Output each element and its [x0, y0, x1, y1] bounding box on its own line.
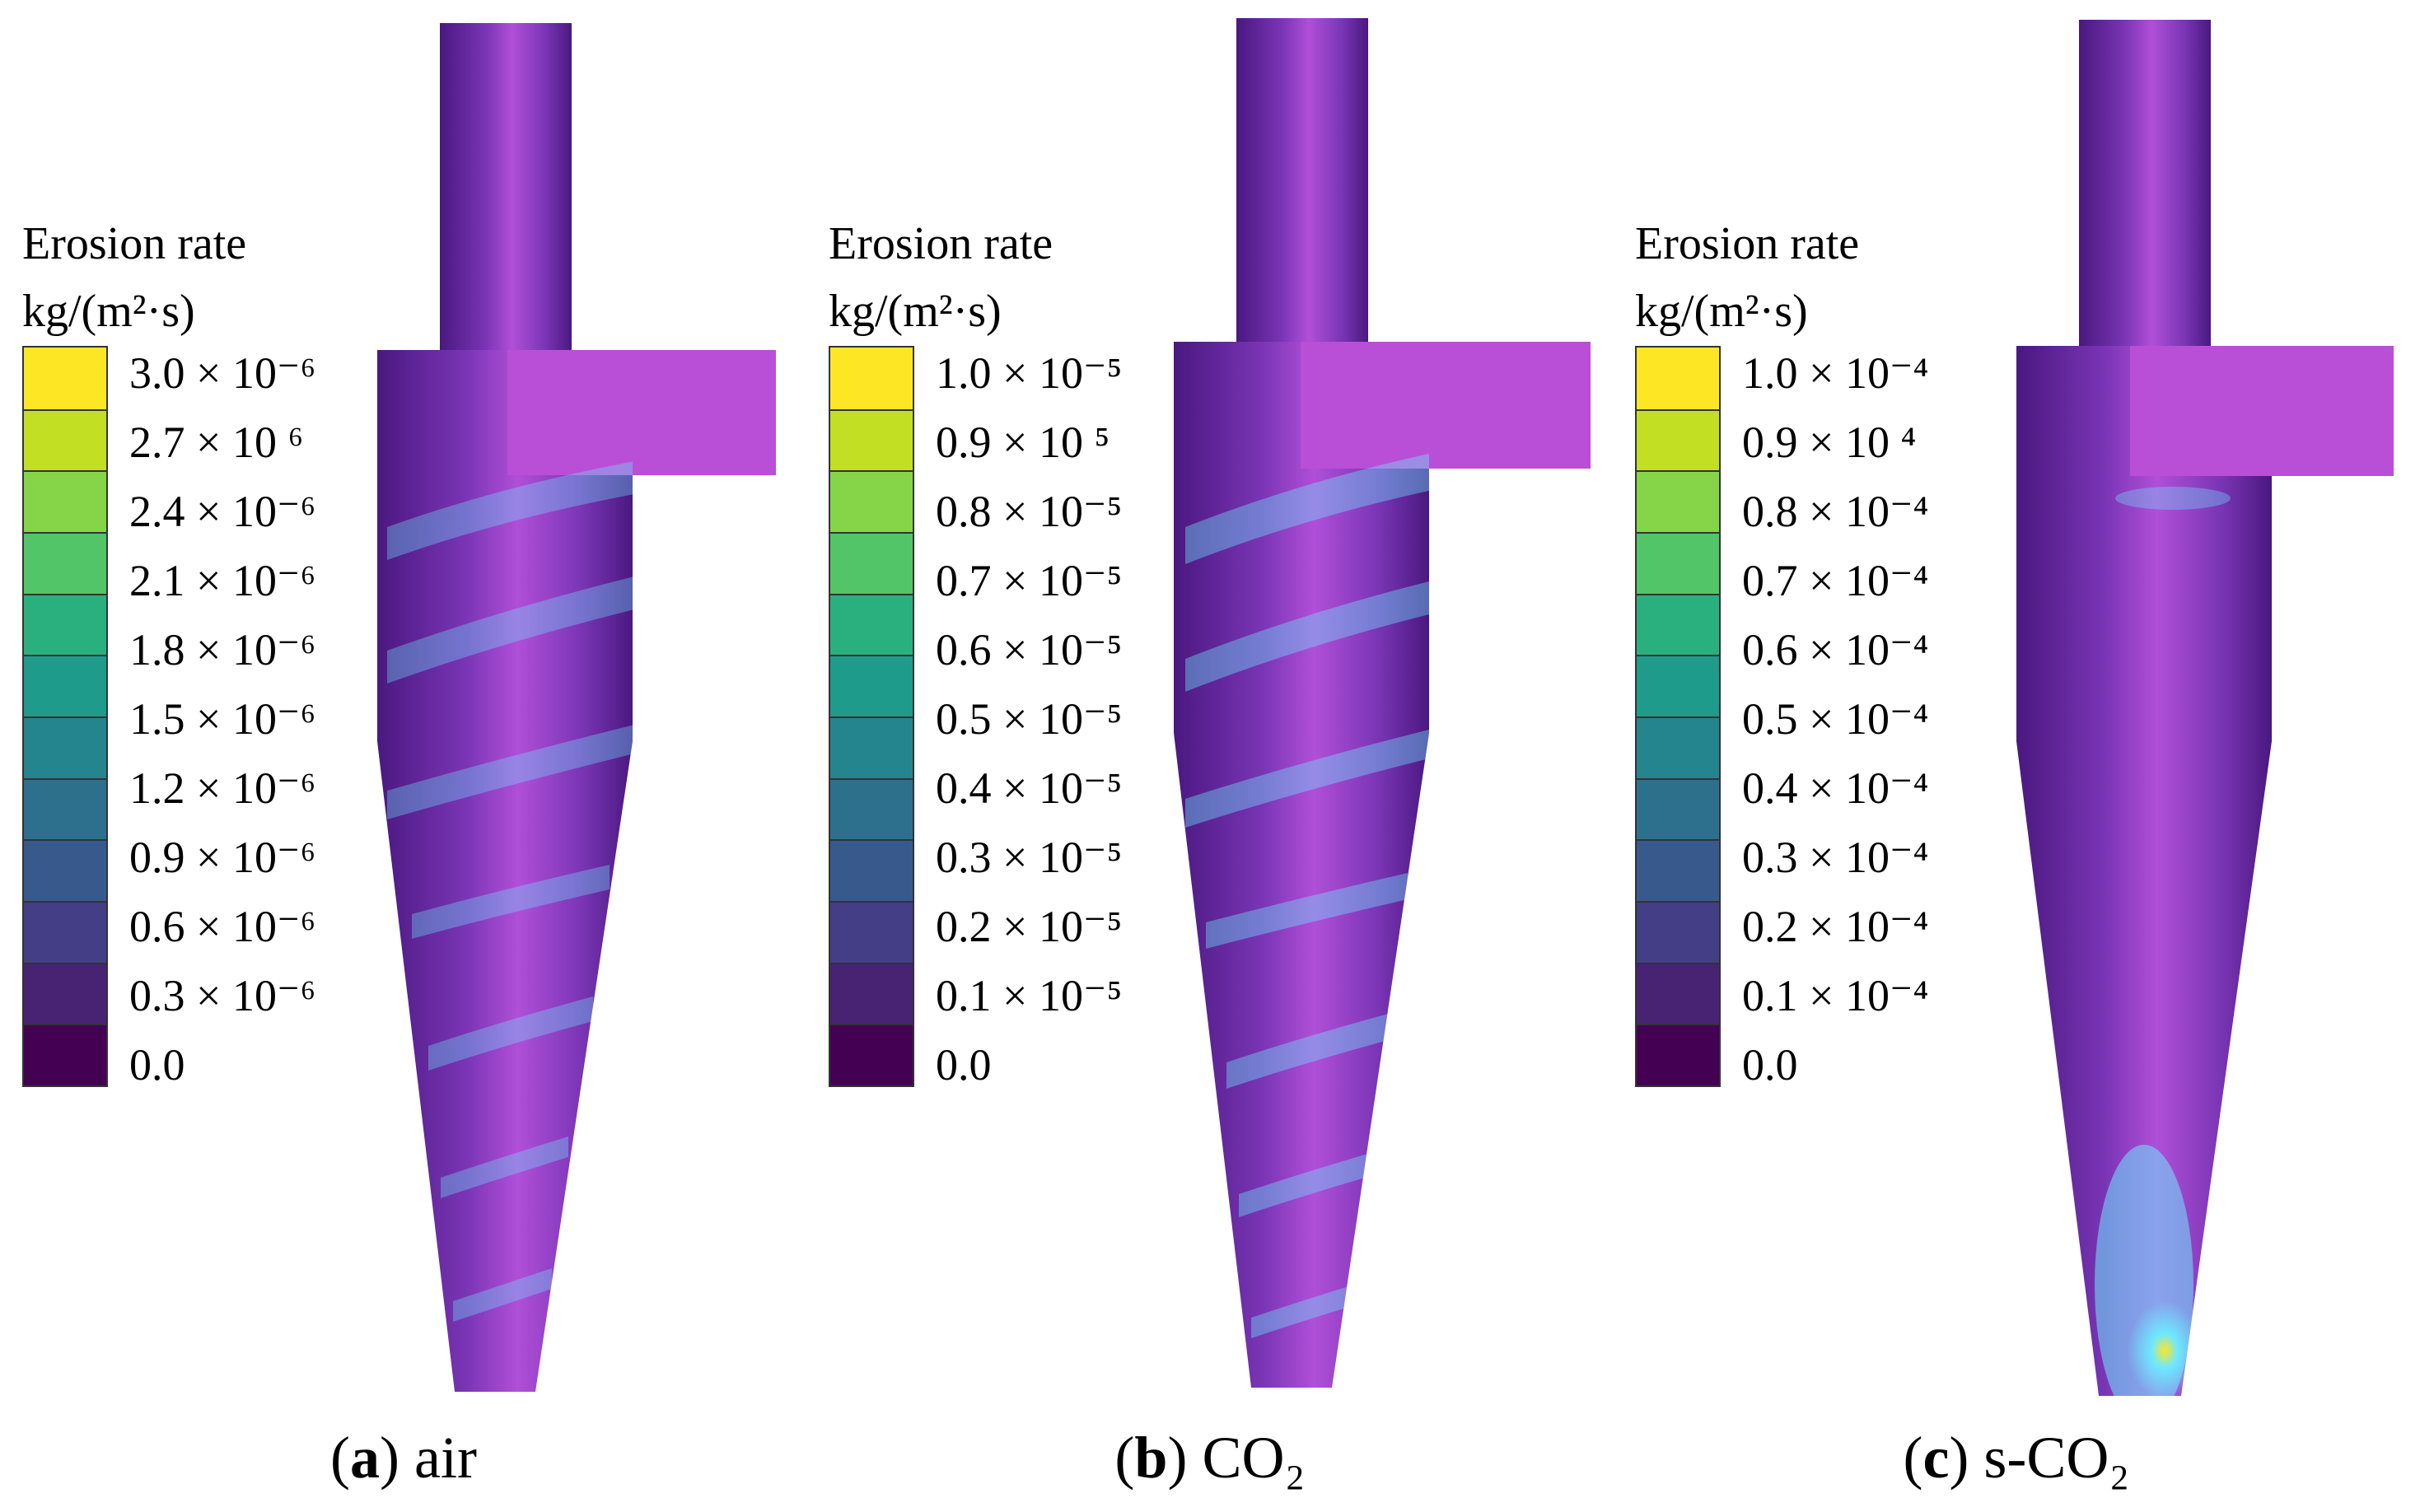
tick-label: 2.7 × 10 ⁶ [129, 418, 304, 467]
tick-label: 2.4 × 10⁻⁶ [129, 487, 316, 536]
tick-label: 0.9 × 10 ⁴ [1742, 418, 1917, 467]
tick-label: 0.2 × 10⁻⁴ [1742, 902, 1929, 951]
colorbar-segment [24, 1024, 106, 1085]
colorbar-segment [830, 348, 913, 409]
tick-label: 0.8 × 10⁻⁴ [1742, 487, 1929, 536]
tick-label: 1.0 × 10⁻⁴ [1742, 348, 1929, 398]
legend-unit: kg/(m²·s) [22, 286, 195, 337]
colorbar-segment [830, 839, 913, 901]
tick-label: 1.8 × 10⁻⁶ [129, 625, 316, 674]
caption-text: CO₂ [1202, 1425, 1306, 1491]
colorbar [1635, 346, 1721, 1087]
caption-label: b [1134, 1425, 1168, 1491]
colorbar-segment [24, 777, 106, 840]
colorbar-segment [830, 408, 913, 471]
colorbar-segment [24, 839, 106, 901]
colorbar-segment [24, 962, 106, 1024]
tick-label: 1.2 × 10⁻⁶ [129, 763, 316, 813]
colorbar-segment [24, 716, 106, 778]
colorbar-segment [830, 655, 913, 716]
tick-label: 0.5 × 10⁻⁴ [1742, 694, 1929, 744]
tick-label: 0.1 × 10⁻⁵ [936, 971, 1123, 1020]
caption-text: air [414, 1425, 477, 1491]
colorbar-segment [1637, 1024, 1719, 1085]
colorbar-segment [24, 901, 106, 963]
caption-label: c [1922, 1425, 1950, 1491]
colorbar-segment [1637, 408, 1719, 471]
colorbar-segment [830, 777, 913, 840]
tick-label: 0.3 × 10⁻⁵ [936, 833, 1123, 882]
colorbar-segment [24, 655, 106, 716]
tick-label: 0.0 [129, 1040, 185, 1090]
tick-label: 0.7 × 10⁻⁵ [936, 556, 1123, 605]
colorbar-segment [1637, 716, 1719, 778]
tick-label: 0.9 × 10⁻⁶ [129, 833, 316, 882]
legend: Erosion rate kg/(m²·s) 3.0 × 10⁻⁶ 2.7 × … [22, 210, 315, 1090]
tick-label: 0.9 × 10 ⁵ [936, 418, 1110, 467]
caption: (c) s-CO₂ [1903, 1425, 2130, 1491]
tick-label: 1.5 × 10⁻⁶ [129, 694, 316, 744]
colorbar-segment [830, 1024, 913, 1085]
colorbar-segment [1637, 532, 1719, 594]
caption-label: a [350, 1425, 381, 1491]
legend-title: Erosion rate [829, 218, 1053, 269]
cyclone-erosion-contour [1174, 18, 1591, 1388]
colorbar-segment [1637, 777, 1719, 840]
colorbar-segment [1637, 470, 1719, 532]
tick-label: 2.1 × 10⁻⁶ [129, 556, 316, 605]
colorbar-segment [830, 470, 913, 532]
colorbar-segment [830, 962, 913, 1024]
colorbar-segment [830, 716, 913, 778]
legend-unit: kg/(m²·s) [1635, 286, 1808, 337]
colorbar-segment [830, 593, 913, 656]
colorbar-segment [1637, 593, 1719, 656]
tick-label: 0.6 × 10⁻⁶ [129, 902, 316, 951]
colorbar-segment [830, 532, 913, 594]
caption: (b) CO₂ [1114, 1425, 1306, 1491]
tick-label: 0.4 × 10⁻⁴ [1742, 763, 1929, 813]
legend-title: Erosion rate [22, 218, 247, 269]
cyclone-erosion-contour [377, 23, 776, 1392]
tick-label: 0.5 × 10⁻⁵ [936, 694, 1123, 744]
colorbar-segment [830, 901, 913, 963]
colorbar [22, 346, 108, 1087]
caption-text: s-CO₂ [1983, 1425, 2130, 1491]
cyclone-erosion-contour [2016, 20, 2394, 1396]
colorbar-segment [24, 593, 106, 656]
colorbar-segment [24, 470, 106, 532]
colorbar [829, 346, 914, 1087]
colorbar-segment [24, 408, 106, 471]
panel-co2: Erosion rate kg/(m²·s) 1.0 × 10⁻⁵ 0.9 × … [806, 0, 1614, 1512]
colorbar-segment [1637, 901, 1719, 963]
tick-label: 0.6 × 10⁻⁵ [936, 625, 1123, 674]
colorbar-segment [24, 532, 106, 594]
legend-title: Erosion rate [1635, 218, 1860, 269]
colorbar-segment [1637, 839, 1719, 901]
tick-label: 0.2 × 10⁻⁵ [936, 902, 1123, 951]
colorbar-segment [1637, 655, 1719, 716]
colorbar-segment [1637, 962, 1719, 1024]
legend: Erosion rate kg/(m²·s) 1.0 × 10⁻⁵ 0.9 × … [829, 210, 1122, 1090]
tick-label: 0.1 × 10⁻⁴ [1742, 971, 1929, 1020]
panel-s-co2: Erosion rate kg/(m²·s) 1.0 × 10⁻⁴ 0.9 × … [1613, 0, 2420, 1512]
tick-label: 0.6 × 10⁻⁴ [1742, 625, 1929, 674]
tick-label: 0.0 [1742, 1040, 1798, 1090]
tick-label: 1.0 × 10⁻⁵ [936, 348, 1123, 398]
panel-air: Erosion rate kg/(m²·s) 3.0 × 10⁻⁶ 2.7 × … [0, 0, 807, 1512]
tick-label: 0.7 × 10⁻⁴ [1742, 556, 1929, 605]
caption: (a) air [330, 1425, 477, 1491]
tick-label: 3.0 × 10⁻⁶ [129, 348, 316, 398]
legend-unit: kg/(m²·s) [829, 286, 1002, 337]
tick-label: 0.8 × 10⁻⁵ [936, 487, 1123, 536]
tick-label: 0.0 [936, 1040, 992, 1090]
tick-label: 0.3 × 10⁻⁶ [129, 971, 316, 1020]
legend: Erosion rate kg/(m²·s) 1.0 × 10⁻⁴ 0.9 × … [1635, 210, 1928, 1090]
colorbar-segment [24, 348, 106, 409]
colorbar-segment [1637, 348, 1719, 409]
tick-label: 0.4 × 10⁻⁵ [936, 763, 1123, 813]
tick-label: 0.3 × 10⁻⁴ [1742, 833, 1929, 882]
